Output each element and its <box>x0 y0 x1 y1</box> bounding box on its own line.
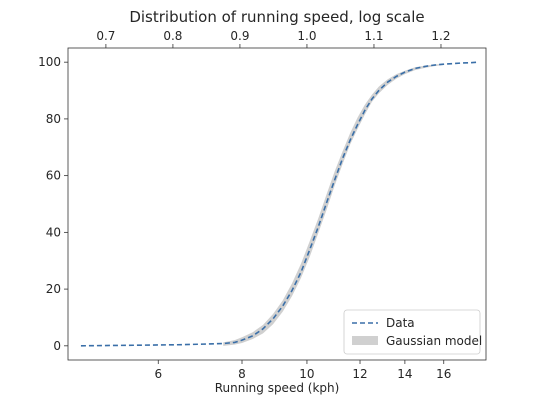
x-tick-label: 8 <box>238 367 246 381</box>
legend-label-gaussian: Gaussian model <box>386 334 482 348</box>
y-tick-label: 60 <box>46 169 61 183</box>
x-tick-label: 14 <box>397 367 412 381</box>
axes-frame <box>67 47 487 361</box>
y-tick-label: 0 <box>53 339 61 353</box>
x-tick-label: 10 <box>299 367 314 381</box>
y-tick-label: 20 <box>46 282 61 296</box>
chart-title: Distribution of running speed, log scale <box>129 8 424 26</box>
legend-label-data: Data <box>386 316 415 330</box>
top-x-tick-label: 1.0 <box>297 29 316 43</box>
plot-area <box>80 61 479 347</box>
legend-gaussian-swatch <box>352 336 378 345</box>
y-tick-label: 100 <box>38 55 61 69</box>
x-tick-label: 6 <box>154 367 162 381</box>
top-x-tick-label: 0.8 <box>163 29 182 43</box>
axes: 6 8 10 12 14 16 0 20 40 60 80 100 0.7 0.8 0.9 1.0 1.1 1.2 <box>38 29 451 381</box>
x-tick-label: 12 <box>352 367 367 381</box>
top-x-tick-label: 0.7 <box>96 29 115 43</box>
y-tick-label: 40 <box>46 225 61 239</box>
y-tick-label: 80 <box>46 112 61 126</box>
legend: Data Gaussian model <box>343 309 482 355</box>
x-tick-label: 16 <box>436 367 451 381</box>
x-axis-label: Running speed (kph) <box>215 381 340 395</box>
top-x-tick-label: 0.9 <box>230 29 249 43</box>
gaussian-model-band <box>223 63 444 346</box>
top-x-tick-label: 1.2 <box>431 29 450 43</box>
top-x-tick-label: 1.1 <box>364 29 383 43</box>
data-line <box>80 61 479 347</box>
